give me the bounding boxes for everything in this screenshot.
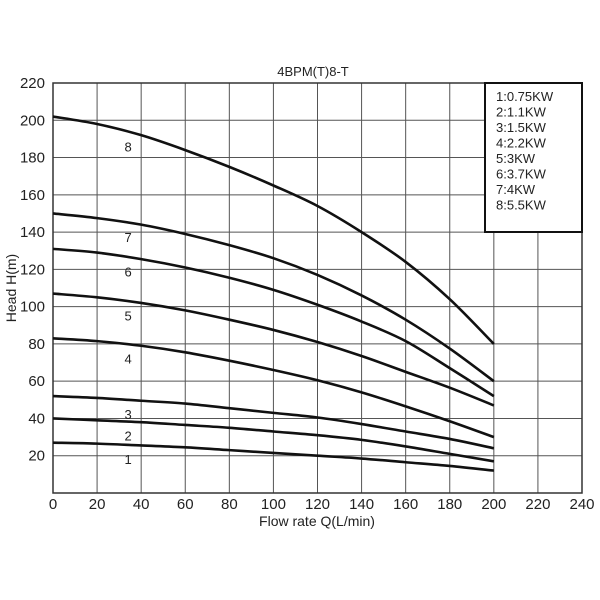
- curve-label-5: 5: [125, 309, 132, 324]
- curve-label-3: 3: [125, 407, 132, 422]
- y-tick-label: 120: [20, 261, 45, 278]
- curve-5: [52, 292, 495, 407]
- curve-2: [52, 417, 495, 463]
- plot-frame: [52, 82, 583, 494]
- legend: 1:0.75KW2:1.1KW3:1.5KW4:2.2KW5:3KW6:3.7K…: [484, 82, 583, 233]
- y-axis-ticks: 20 40 60 80 100 120 140 160 180 200 220: [20, 75, 45, 465]
- x-tick-label: 160: [393, 496, 418, 513]
- curve-4: [52, 337, 495, 439]
- legend-box: [484, 82, 583, 233]
- y-tick-label: 20: [28, 448, 45, 465]
- x-tick-label: 0: [49, 496, 57, 513]
- curve-labels: 1 2 3 4 5 6 7 8: [125, 139, 132, 467]
- x-tick-label: 20: [89, 496, 106, 513]
- legend-item: 7:4KW: [496, 182, 536, 197]
- x-axis-ticks: 0 20 40 60 80 100 120 140 160 180 200 220 240: [49, 496, 595, 513]
- legend-item: 2:1.1KW: [496, 105, 547, 120]
- y-tick-label: 140: [20, 224, 45, 241]
- curve-label-6: 6: [125, 264, 132, 279]
- curve-6: [52, 247, 495, 398]
- y-tick-label: 100: [20, 299, 45, 316]
- curve-1: [52, 441, 494, 472]
- legend-item: 3:1.5KW: [496, 120, 547, 135]
- chart-title: 4BPM(T)8-T: [277, 64, 349, 79]
- curve-8: [52, 115, 495, 345]
- x-tick-label: 120: [305, 496, 330, 513]
- x-tick-label: 140: [349, 496, 374, 513]
- x-tick-label: 200: [481, 496, 506, 513]
- legend-item: 6:3.7KW: [496, 167, 547, 182]
- legend-item: 5:3KW: [496, 151, 536, 166]
- legend-item: 4:2.2KW: [496, 136, 547, 151]
- x-tick-label: 100: [261, 496, 286, 513]
- legend-item: 1:0.75KW: [496, 89, 554, 104]
- x-tick-label: 180: [437, 496, 462, 513]
- y-tick-label: 60: [28, 373, 45, 390]
- curve-label-8: 8: [125, 139, 132, 154]
- curve-label-1: 1: [125, 452, 132, 467]
- y-axis-label: Head H(m): [3, 254, 19, 322]
- x-tick-label: 240: [569, 496, 594, 513]
- curves: [52, 115, 495, 472]
- x-tick-label: 40: [133, 496, 150, 513]
- legend-item: 8:5.5KW: [496, 198, 547, 213]
- y-tick-label: 40: [28, 410, 45, 427]
- x-axis-label: Flow rate Q(L/min): [259, 513, 375, 529]
- y-tick-label: 160: [20, 187, 45, 204]
- y-tick-label: 180: [20, 150, 45, 167]
- curve-label-7: 7: [125, 230, 132, 245]
- x-tick-label: 60: [177, 496, 194, 513]
- curve-label-4: 4: [125, 352, 132, 367]
- x-tick-label: 220: [525, 496, 550, 513]
- curve-label-2: 2: [125, 429, 132, 444]
- curve-3: [52, 394, 495, 450]
- x-tick-label: 80: [221, 496, 238, 513]
- y-tick-label: 80: [28, 336, 45, 353]
- y-tick-label: 220: [20, 75, 45, 92]
- y-tick-label: 200: [20, 112, 45, 129]
- curve-7: [52, 212, 495, 383]
